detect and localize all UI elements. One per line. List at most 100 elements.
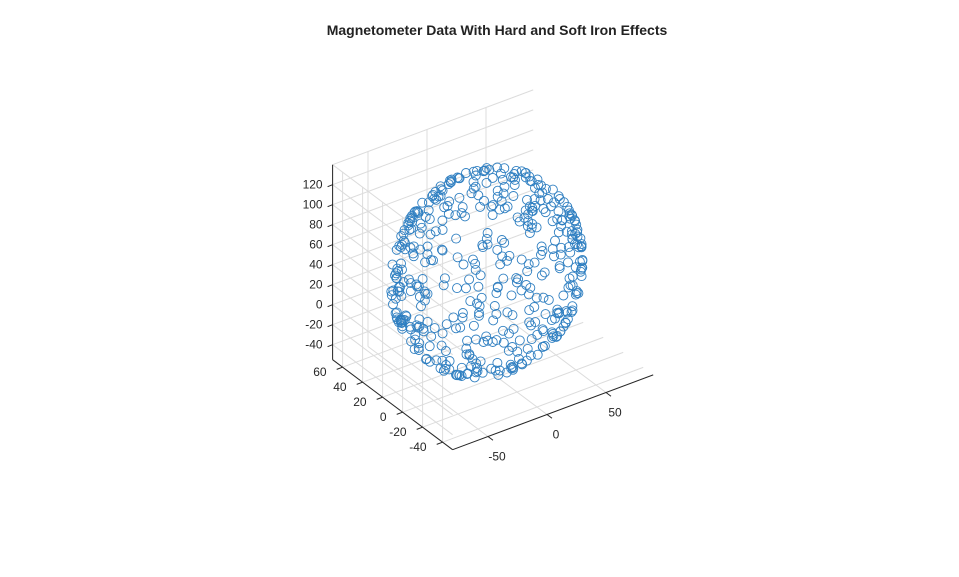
data-point bbox=[455, 322, 466, 333]
z-tick-mark bbox=[327, 204, 333, 208]
data-point bbox=[468, 176, 479, 187]
data-point bbox=[537, 341, 548, 352]
points-layer bbox=[386, 162, 588, 383]
data-point bbox=[506, 290, 517, 301]
data-point bbox=[456, 208, 467, 219]
data-point bbox=[414, 291, 425, 302]
grid-line bbox=[332, 284, 453, 376]
data-point bbox=[452, 370, 463, 381]
data-point bbox=[562, 307, 573, 318]
data-point bbox=[507, 362, 518, 372]
data-point bbox=[487, 172, 498, 183]
data-point bbox=[572, 231, 583, 242]
data-point bbox=[495, 259, 506, 270]
data-point bbox=[468, 254, 478, 265]
data-point bbox=[464, 349, 475, 360]
data-point bbox=[487, 200, 498, 211]
data-point bbox=[397, 321, 408, 332]
y-tick-label: 20 bbox=[353, 395, 367, 409]
data-point bbox=[539, 267, 550, 278]
data-point bbox=[441, 319, 452, 330]
data-point bbox=[498, 188, 509, 199]
data-point bbox=[457, 312, 468, 323]
data-point bbox=[537, 324, 548, 335]
data-point bbox=[492, 185, 503, 196]
data-point bbox=[520, 167, 531, 178]
y-tick-label: -20 bbox=[389, 425, 407, 439]
data-point bbox=[430, 226, 441, 237]
data-point bbox=[555, 326, 566, 337]
data-point bbox=[474, 308, 484, 318]
data-point bbox=[524, 305, 535, 316]
data-point bbox=[392, 314, 403, 325]
data-point bbox=[525, 350, 536, 361]
data-point bbox=[424, 341, 435, 352]
grid-line bbox=[332, 324, 453, 416]
data-point bbox=[390, 270, 400, 281]
data-point bbox=[570, 289, 581, 300]
data-point bbox=[450, 210, 461, 221]
data-point bbox=[405, 242, 416, 253]
z-tick-label: 100 bbox=[303, 198, 323, 212]
x-tick-label: 50 bbox=[608, 406, 622, 420]
data-point bbox=[491, 288, 502, 299]
data-point bbox=[556, 221, 567, 232]
data-point bbox=[482, 228, 493, 238]
data-point bbox=[405, 278, 416, 289]
data-point bbox=[576, 264, 587, 275]
data-point bbox=[481, 163, 492, 174]
data-point bbox=[522, 266, 533, 277]
data-point bbox=[410, 334, 421, 345]
data-point bbox=[479, 165, 490, 176]
data-point bbox=[417, 197, 428, 208]
grid-layer bbox=[332, 89, 644, 443]
data-point bbox=[461, 349, 472, 360]
data-point bbox=[386, 286, 397, 297]
grid-line bbox=[442, 366, 644, 443]
data-point bbox=[440, 346, 451, 356]
data-point bbox=[437, 185, 448, 196]
grid-line bbox=[332, 169, 534, 246]
data-point bbox=[508, 191, 519, 201]
data-point bbox=[429, 193, 440, 204]
data-point bbox=[562, 314, 573, 325]
data-point bbox=[428, 255, 438, 266]
data-point bbox=[421, 353, 432, 364]
data-point bbox=[419, 295, 430, 306]
data-point bbox=[436, 184, 447, 195]
data-point bbox=[555, 249, 566, 260]
data-point bbox=[424, 356, 435, 367]
data-point bbox=[497, 251, 508, 262]
data-point bbox=[532, 349, 543, 360]
data-point bbox=[523, 289, 534, 300]
data-point bbox=[471, 334, 481, 345]
data-point bbox=[394, 286, 405, 297]
data-point bbox=[444, 356, 455, 366]
data-point bbox=[464, 274, 475, 285]
data-point bbox=[486, 201, 497, 212]
data-point bbox=[572, 224, 583, 235]
data-point bbox=[416, 222, 427, 233]
data-point bbox=[561, 306, 572, 317]
data-point bbox=[494, 365, 505, 376]
data-point bbox=[465, 296, 476, 307]
grid-line bbox=[332, 109, 534, 186]
data-point bbox=[452, 283, 462, 294]
data-point bbox=[444, 364, 455, 375]
data-point bbox=[408, 251, 419, 262]
data-point bbox=[431, 194, 442, 205]
z-tick-mark bbox=[327, 284, 333, 288]
grid-line bbox=[332, 149, 534, 226]
data-point bbox=[537, 246, 548, 256]
z-tick-mark bbox=[327, 324, 333, 328]
z-tick-label: -20 bbox=[305, 318, 323, 332]
data-point bbox=[573, 242, 584, 253]
z-tick-label: 80 bbox=[309, 218, 323, 232]
data-point bbox=[560, 317, 571, 328]
data-point bbox=[564, 208, 575, 219]
data-point bbox=[413, 345, 424, 355]
data-point bbox=[548, 331, 559, 342]
data-point bbox=[438, 365, 449, 376]
